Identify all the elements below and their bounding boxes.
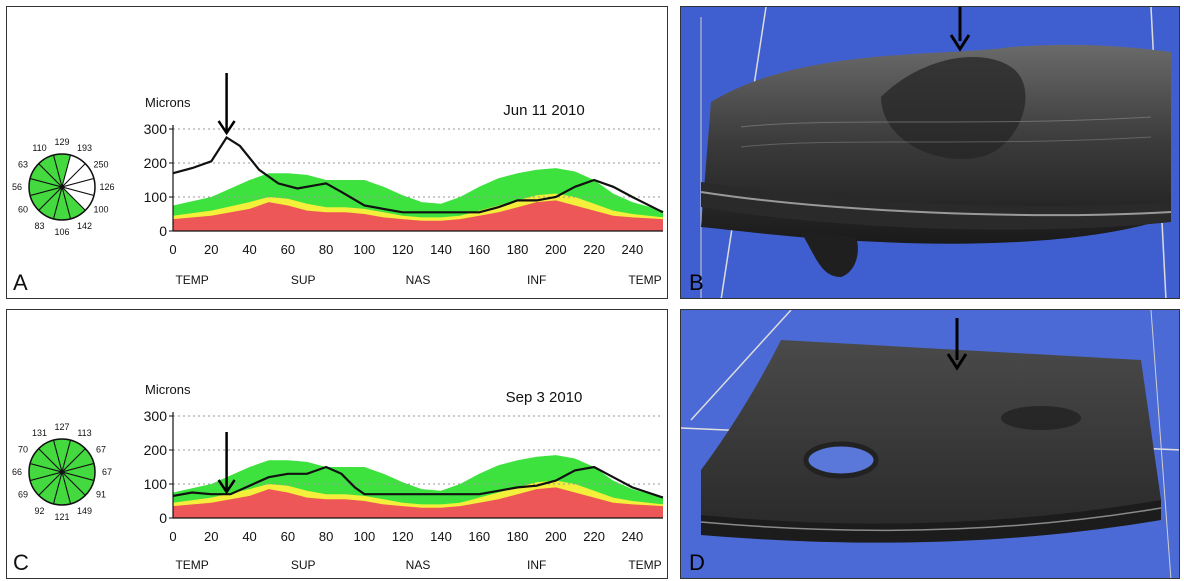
region-label: TEMP	[175, 558, 208, 572]
oct-scan-panel-d: D	[680, 309, 1180, 579]
region-label: SUP	[291, 273, 316, 287]
x-tick-label: 80	[319, 529, 333, 544]
x-tick-label: 20	[204, 242, 218, 257]
down-arrow-icon	[217, 73, 236, 136]
x-tick-label: 180	[507, 242, 529, 257]
rnfl-thickness-chart-a: 0 100 200 300 0 20 40 60 80 100 120 140 160 180 200 220…	[12, 73, 664, 287]
chart-panel-a: 0 100 200 300 0 20 40 60 80 100 120 140 160 180 200 220…	[6, 6, 668, 299]
y-tick-label: 300	[144, 121, 168, 137]
region-label: TEMP	[175, 273, 208, 287]
clock-sector-value: 67	[102, 467, 112, 477]
clock-sector-value: 60	[18, 205, 28, 215]
x-tick-label: 120	[392, 529, 414, 544]
exam-date: Sep 3 2010	[506, 389, 583, 406]
down-arrow-icon	[217, 432, 236, 495]
x-tick-label: 200	[545, 242, 567, 257]
y-tick-label: 100	[144, 476, 168, 492]
clock-sector-value: 121	[54, 512, 69, 522]
x-tick-label: 100	[354, 242, 376, 257]
chart-panel-c: 0 100 200 300 0 20 40 60 80 100 120 140 160 180 200 220…	[6, 309, 668, 579]
clock-sector-value: 106	[54, 227, 69, 237]
measured-thickness-line	[172, 465, 664, 499]
y-tick-label: 100	[144, 189, 168, 205]
clock-sector-value: 56	[12, 182, 22, 192]
clock-sector-value: 70	[18, 445, 28, 455]
clock-sector-value: 149	[77, 506, 92, 516]
clock-sector-value: 110	[32, 143, 46, 153]
clock-center	[59, 469, 65, 475]
clock-sector-value: 100	[93, 205, 108, 215]
clock-sector-value: 127	[54, 422, 69, 432]
x-tick-label: 140	[430, 242, 452, 257]
clock-sector-value: 67	[96, 445, 106, 455]
x-tick-label: 220	[583, 242, 605, 257]
x-tick-label: 40	[242, 529, 256, 544]
clock-sector-value: 126	[99, 182, 114, 192]
y-tick-label: 200	[144, 155, 168, 171]
x-tick-label: 140	[430, 529, 452, 544]
clock-outline	[28, 438, 96, 506]
panel-label-c: C	[13, 550, 29, 575]
clock-sector-value: 113	[77, 428, 91, 438]
x-tick-label: 200	[545, 529, 567, 544]
x-tick-label: 220	[583, 529, 605, 544]
clock-sector-value: 63	[18, 160, 28, 170]
abnormal-range-band	[173, 487, 663, 518]
oct-3d-volume-scan-image	[681, 310, 1179, 578]
clock-center	[59, 184, 65, 190]
exam-date: Jun 11 2010	[503, 102, 584, 119]
panel-label-b: B	[689, 270, 704, 295]
region-label: INF	[527, 273, 546, 287]
region-label: TEMP	[628, 558, 661, 572]
x-tick-label: 0	[169, 529, 176, 544]
y-tick-label: 0	[159, 223, 167, 239]
x-tick-label: 240	[622, 242, 644, 257]
clock-sector-value: 131	[32, 428, 47, 438]
x-tick-label: 40	[242, 242, 256, 257]
abnormal-range-band	[173, 200, 663, 231]
rnfl-thickness-chart-c: 0 100 200 300 0 20 40 60 80 100 120 140 160 180 200 220…	[12, 382, 664, 572]
oct-3d-volume-scan-image	[700, 7, 1172, 298]
panel-label-a: A	[13, 270, 28, 295]
x-tick-label: 120	[392, 242, 414, 257]
y-tick-label: 300	[144, 408, 168, 424]
region-label: TEMP	[628, 273, 661, 287]
region-label: NAS	[406, 273, 431, 287]
x-tick-label: 240	[622, 529, 644, 544]
x-tick-label: 160	[468, 529, 490, 544]
y-tick-label: 200	[144, 442, 168, 458]
clock-sector-value: 66	[12, 467, 22, 477]
x-tick-label: 60	[281, 529, 295, 544]
measured-thickness-line	[172, 135, 664, 214]
clock-sector-value: 129	[54, 137, 69, 147]
clock-sector-value: 250	[93, 160, 108, 170]
clock-sector-value: 83	[34, 221, 44, 231]
clock-sector-value: 91	[96, 490, 106, 500]
y-tick-label: 0	[159, 510, 167, 526]
x-tick-label: 100	[354, 529, 376, 544]
x-tick-label: 80	[319, 242, 333, 257]
down-arrow-icon	[946, 318, 968, 371]
x-tick-label: 0	[169, 242, 176, 257]
x-tick-label: 180	[507, 529, 529, 544]
oct-scan-panel-b: B	[680, 6, 1180, 299]
x-tick-label: 20	[204, 529, 218, 544]
x-tick-label: 160	[468, 242, 490, 257]
region-label: SUP	[291, 558, 316, 572]
y-axis-label: Microns	[145, 95, 191, 110]
region-label: NAS	[406, 558, 431, 572]
x-tick-label: 60	[281, 242, 295, 257]
clock-sector-value: 92	[34, 506, 44, 516]
y-axis-label: Microns	[145, 382, 191, 397]
down-arrow-icon	[949, 7, 971, 52]
panel-label-d: D	[689, 550, 705, 575]
clock-sector-value: 142	[77, 221, 92, 231]
clock-outline	[28, 153, 96, 221]
clock-sector-value: 69	[18, 490, 28, 500]
clock-sector-value: 193	[77, 143, 92, 153]
region-label: INF	[527, 558, 546, 572]
